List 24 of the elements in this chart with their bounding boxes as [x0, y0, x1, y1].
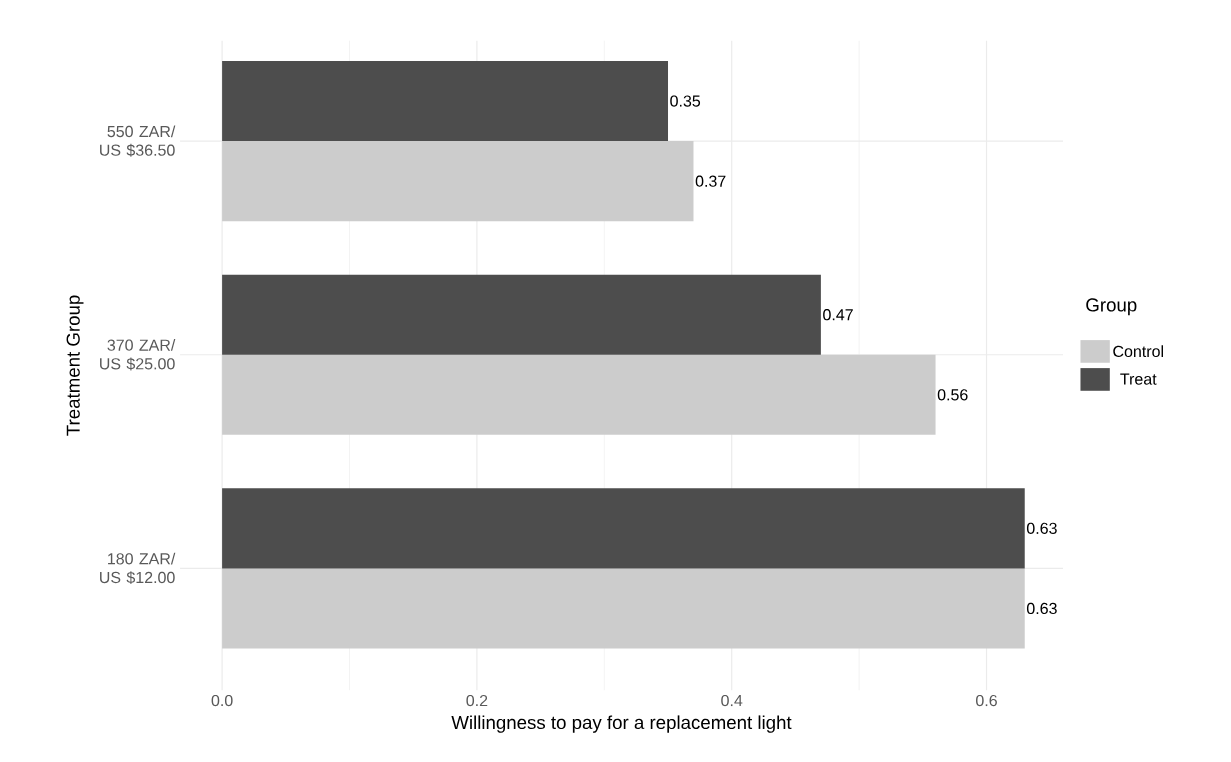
bar — [222, 274, 821, 355]
x-tick-label: 0.6 — [976, 695, 997, 707]
data-label: 0.63 — [1026, 522, 1057, 535]
data-label: 0.56 — [937, 389, 968, 401]
x-axis-title: Willingness to pay for a replacement light — [451, 715, 792, 734]
data-label: 0.63 — [1026, 603, 1057, 615]
bar — [222, 568, 1025, 649]
data-label: 0.47 — [823, 309, 853, 321]
y-axis-title: Treatment Group — [66, 295, 84, 436]
legend-label: Treat — [1120, 373, 1157, 385]
x-tick-label: 0.4 — [721, 695, 743, 707]
bar — [222, 61, 669, 142]
y-tick-label: 370 ZAR/ US $25.00 — [100, 339, 176, 371]
legend-title: Group — [1086, 298, 1137, 316]
legend-label: Control — [1113, 345, 1163, 358]
data-label: 0.35 — [670, 95, 701, 107]
y-tick-label: 550 ZAR/ US $36.50 — [100, 125, 176, 158]
y-tick-label: 180 ZAR/ US $12.00 — [100, 552, 176, 585]
bar — [222, 141, 694, 222]
x-tick-label: 0.0 — [211, 695, 233, 707]
bar — [222, 488, 1025, 569]
x-tick-label: 0.2 — [466, 695, 488, 707]
bar — [222, 354, 936, 436]
data-label: 0.37 — [695, 175, 726, 188]
